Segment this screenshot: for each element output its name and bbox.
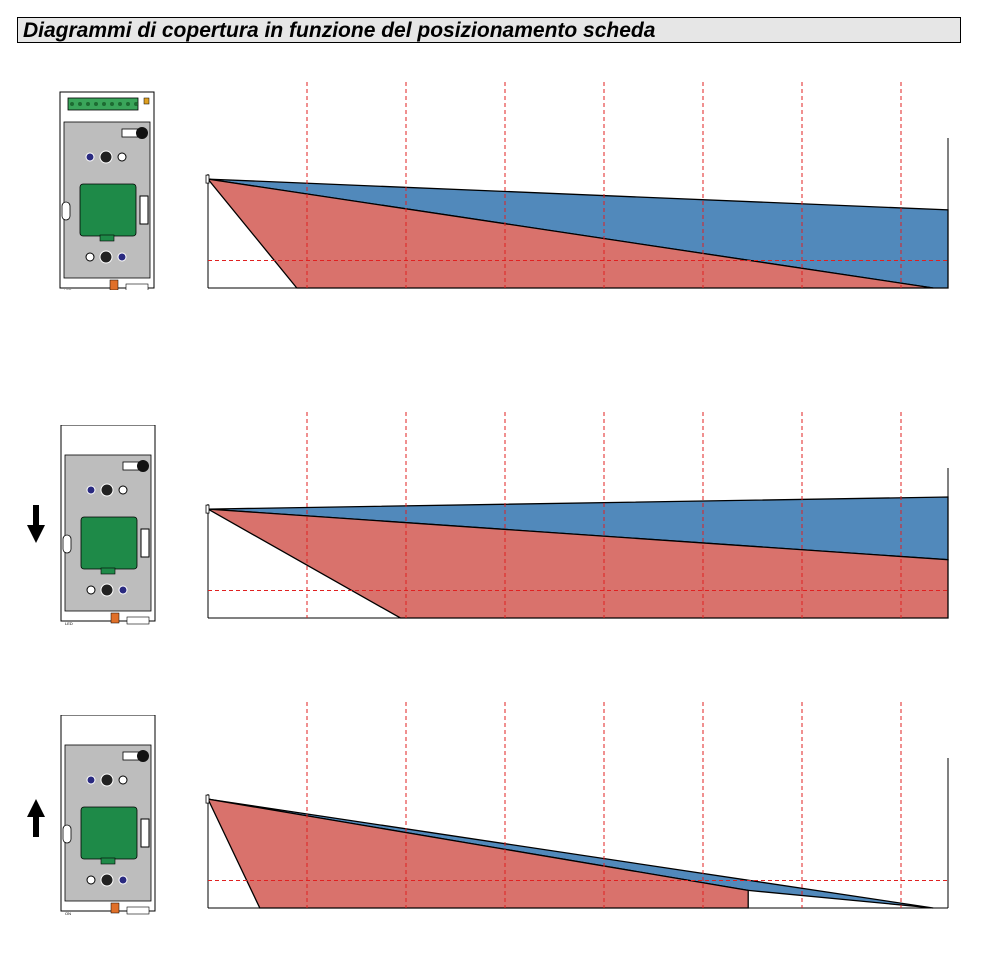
- pir-sensor-icon: [99, 150, 113, 164]
- terminal-screw: [118, 102, 122, 106]
- led-icon: [86, 875, 96, 885]
- lower-detection-zone: [206, 178, 934, 289]
- detector-board-icon: ONOFF/ON: [27, 715, 156, 915]
- left-connector: [62, 534, 72, 554]
- coverage-row-3: ONOFF/ON: [0, 700, 1002, 920]
- pir-sensor-icon: [100, 773, 114, 787]
- terminal-screw: [86, 102, 90, 106]
- dip-switch: [126, 616, 150, 625]
- pir-sensor-icon: [99, 250, 113, 264]
- pir-sensor-icon: [100, 483, 114, 497]
- jumper: [143, 97, 150, 105]
- terminal-screw: [126, 102, 130, 106]
- led-icon: [118, 485, 128, 495]
- terminal-screw: [134, 102, 138, 106]
- lens-tab: [100, 567, 116, 575]
- side-slot: [140, 528, 150, 558]
- lens-module: [80, 806, 138, 860]
- led-icon: [117, 252, 127, 262]
- dip-switch: [125, 283, 149, 290]
- lower-detection-zone: [206, 798, 749, 909]
- component: [122, 461, 140, 471]
- sensor-dome: [137, 750, 149, 762]
- terminal-screw: [94, 102, 98, 106]
- led-icon: [117, 152, 127, 162]
- coverage-diagram-1: [205, 82, 949, 289]
- arrow-up-icon: [27, 799, 45, 817]
- device-label-left: ON: [65, 911, 71, 915]
- sensor-origin-marker: [205, 504, 210, 514]
- pir-sensor-icon: [100, 873, 114, 887]
- device-label-left: LED: [65, 621, 73, 625]
- lens-tab: [100, 857, 116, 865]
- terminal-screw: [78, 102, 82, 106]
- led-icon: [118, 585, 128, 595]
- coverage-diagram-2: [205, 412, 949, 619]
- side-slot: [139, 195, 149, 225]
- sensor-origin-marker: [205, 794, 210, 804]
- side-slot: [140, 818, 150, 848]
- led-icon: [86, 775, 96, 785]
- arrow-shaft: [33, 505, 39, 527]
- page-title: Diagrammi di copertura in funzione del p…: [23, 19, 656, 42]
- arrow-shaft: [33, 815, 39, 837]
- led-icon: [85, 252, 95, 262]
- left-connector: [62, 824, 72, 844]
- lens-module: [80, 516, 138, 570]
- terminal-screw: [70, 102, 74, 106]
- led-icon: [118, 775, 128, 785]
- lens-module: [79, 183, 137, 237]
- component: [122, 751, 140, 761]
- detector-board-icon: LEDOFF/ON: [27, 425, 156, 625]
- pir-sensor-icon: [100, 583, 114, 597]
- led-icon: [86, 585, 96, 595]
- left-connector: [61, 201, 71, 221]
- tamper-switch: [110, 902, 120, 914]
- coverage-row-2: LEDOFF/ON: [0, 410, 1002, 630]
- component: [121, 128, 139, 138]
- terminal-screw: [110, 102, 114, 106]
- led-icon: [118, 875, 128, 885]
- tamper-switch: [110, 612, 120, 624]
- terminal-screw: [102, 102, 106, 106]
- title-banner: Diagrammi di copertura in funzione del p…: [17, 17, 961, 43]
- device-label-left: LED: [64, 288, 72, 290]
- dip-switch: [126, 906, 150, 915]
- coverage-row-1: LEDOFF/ON: [0, 80, 1002, 300]
- arrow-down-icon: [27, 525, 45, 543]
- tamper-switch: [109, 279, 119, 290]
- sensor-dome: [136, 127, 148, 139]
- lens-tab: [99, 234, 115, 242]
- detector-board-icon: LEDOFF/ON: [59, 91, 155, 290]
- sensor-origin-marker: [205, 174, 210, 184]
- sensor-dome: [137, 460, 149, 472]
- coverage-diagram-3: [205, 702, 949, 909]
- led-icon: [85, 152, 95, 162]
- led-icon: [86, 485, 96, 495]
